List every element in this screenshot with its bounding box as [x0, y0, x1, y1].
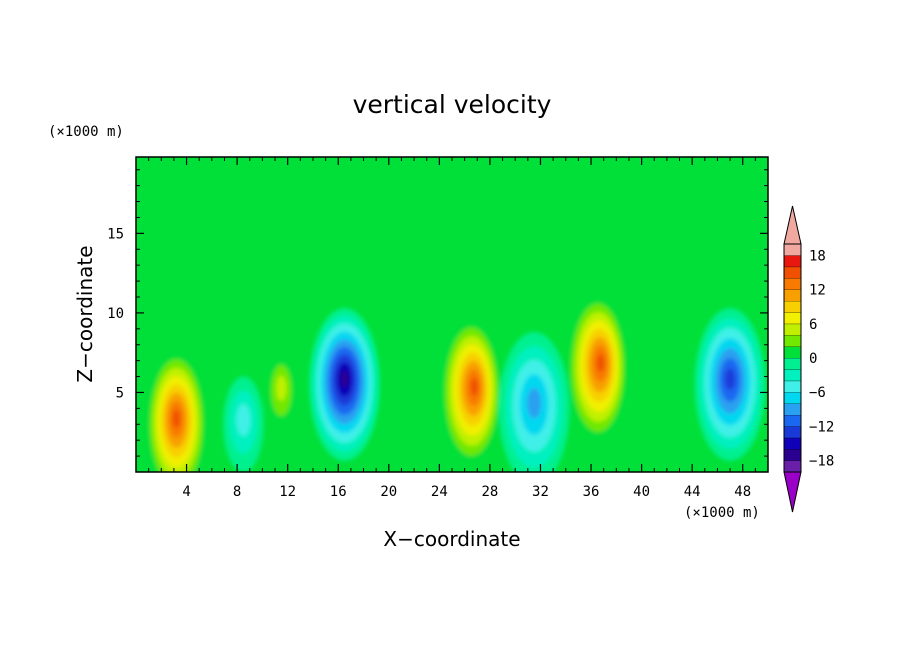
colorbar-label: 0	[809, 351, 817, 367]
colorbar-bin	[784, 415, 801, 427]
colorbar-bin	[784, 335, 801, 347]
x-tick-label: 28	[481, 484, 498, 500]
x-tick-label: 12	[279, 484, 296, 500]
colorbar-bin	[784, 369, 801, 381]
contour-cell-updraft	[567, 295, 628, 442]
colorbar-label: 12	[809, 283, 826, 299]
x-tick-label: 40	[633, 484, 650, 500]
colorbar-bin	[784, 244, 801, 256]
colorbar-bin	[784, 358, 801, 370]
colorbar-label: 6	[809, 317, 817, 333]
x-tick-label: 4	[182, 484, 190, 500]
colorbar-bin	[784, 289, 801, 301]
colorbar-bin	[784, 255, 801, 267]
contour-level	[527, 388, 542, 419]
contour-level	[172, 409, 181, 428]
x-tick-label: 20	[380, 484, 397, 500]
colorbar-bin	[784, 312, 801, 324]
colorbar-bin	[784, 266, 801, 279]
x-axis-title: X−coordinate	[383, 527, 520, 551]
colorbar-bin	[784, 449, 801, 461]
contour-level	[276, 375, 287, 401]
colorbar-label: −12	[809, 419, 834, 435]
contour-cell-updraft	[440, 319, 502, 466]
x-tick-label: 24	[431, 484, 448, 500]
colorbar-label: −6	[809, 385, 826, 401]
x-tick-label: 8	[233, 484, 241, 500]
contour-level	[596, 353, 605, 373]
contour-level	[236, 404, 251, 436]
z-tick-label: 10	[107, 306, 124, 322]
contour-cell-weak-updraft	[266, 354, 297, 431]
x-tick-label: 48	[734, 484, 751, 500]
contour-level	[725, 368, 736, 390]
contour-cell-downdraft	[309, 308, 380, 461]
x-tick-label: 32	[532, 484, 549, 500]
colorbar-bin	[784, 301, 801, 313]
contour-cell-downdraft	[498, 332, 570, 472]
colorbar-bin	[784, 437, 801, 450]
colorbar-min-arrow	[783, 471, 802, 513]
colorbar-bin	[784, 426, 801, 438]
colorbar-bin	[784, 403, 801, 415]
contour-field	[136, 157, 768, 472]
contour-cell-downdraft	[694, 308, 766, 461]
colorbar-bin	[784, 346, 801, 358]
contour-cell-weak-downdraft	[223, 376, 264, 472]
colorbar-bin	[784, 323, 801, 336]
x-axis-unit: (×1000 m)	[684, 505, 760, 521]
chart-title: vertical velocity	[353, 90, 552, 119]
x-tick-label: 44	[684, 484, 701, 500]
contour-cell-updraft	[146, 351, 207, 472]
z-axis-unit: (×1000 m)	[48, 124, 124, 140]
colorbar: 18 12 6 0 −6 −12 −18	[783, 205, 834, 513]
colorbar-bin	[784, 278, 801, 290]
colorbar-label: 18	[809, 248, 826, 264]
colorbar-bin	[784, 460, 801, 472]
z-tick-label: 15	[107, 226, 124, 242]
z-axis-title: Z−coordinate	[73, 245, 97, 382]
colorbar-bin	[784, 380, 801, 393]
contour-level	[340, 370, 349, 388]
colorbar-bin	[784, 392, 801, 404]
z-axis: 5 10 15	[107, 169, 768, 457]
contour-level	[470, 377, 479, 397]
x-tick-label: 36	[583, 484, 600, 500]
colorbar-label: −18	[809, 454, 834, 470]
x-axis: 4 8 12 16 20 24 28 32 36 40 44 48	[148, 157, 756, 500]
colorbar-max-arrow	[783, 205, 802, 245]
x-tick-label: 16	[330, 484, 347, 500]
z-tick-label: 5	[116, 385, 124, 401]
